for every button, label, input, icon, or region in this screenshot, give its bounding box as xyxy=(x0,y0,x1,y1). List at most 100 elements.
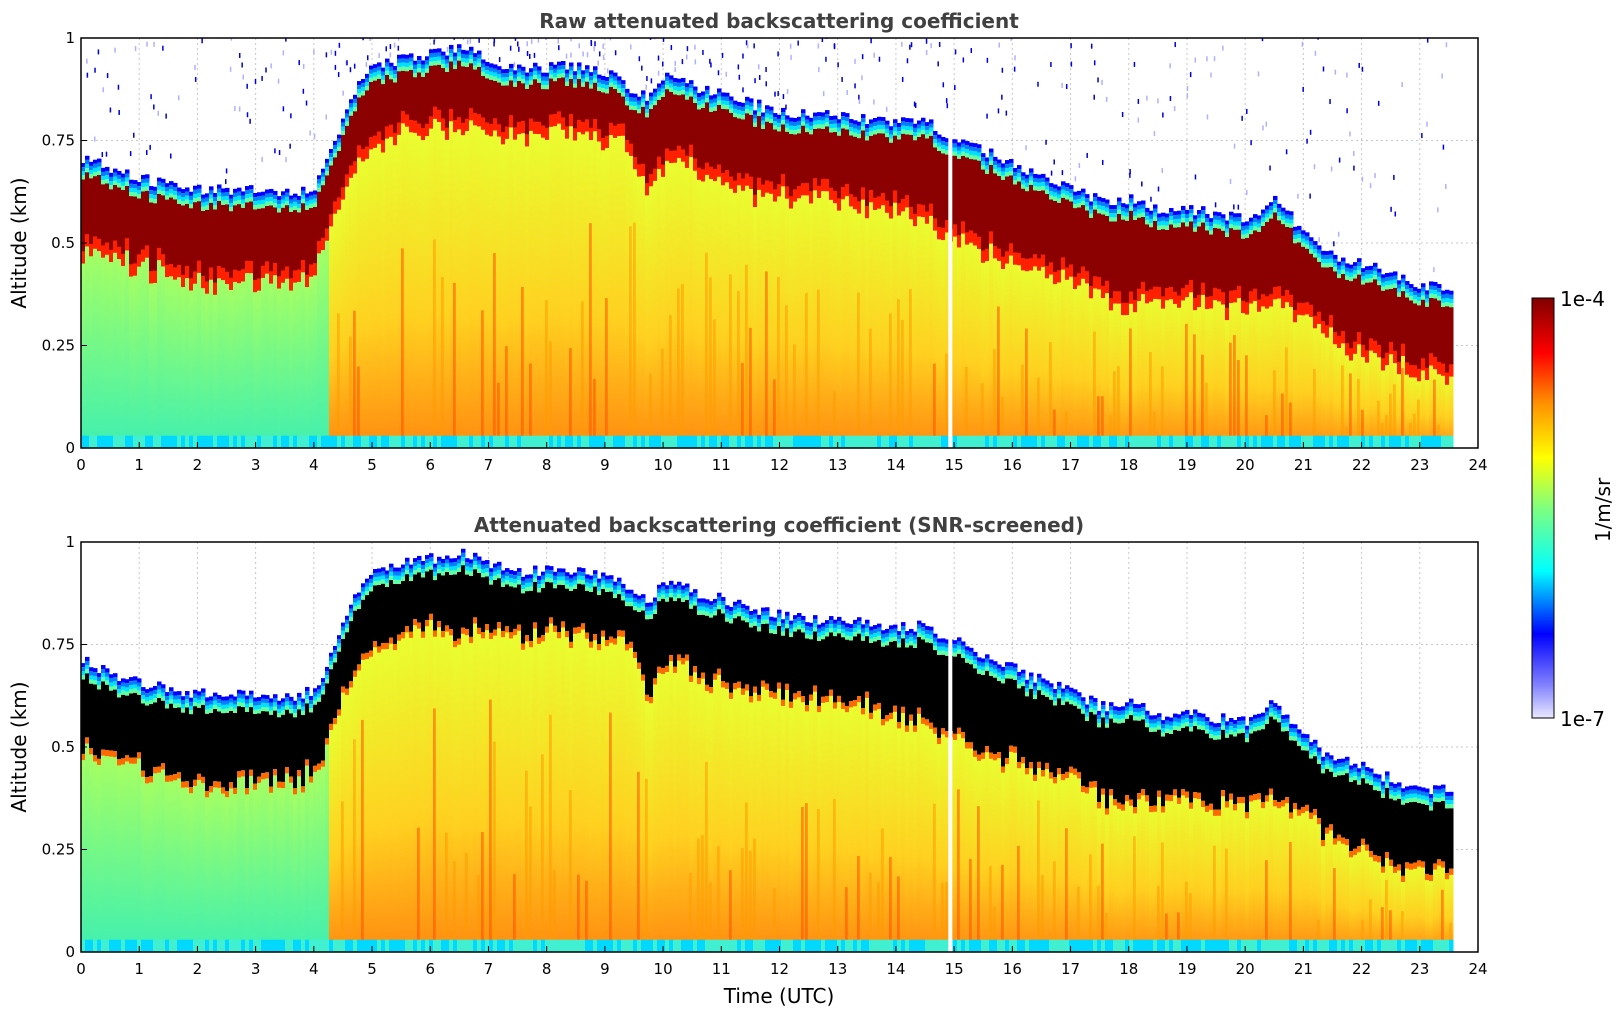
signal-streak xyxy=(705,252,708,436)
cloud-layer xyxy=(245,712,250,789)
cloud-edge xyxy=(381,140,386,153)
cloud-top-edge xyxy=(541,76,546,81)
cloud-layer xyxy=(1121,219,1126,307)
near-ground-signal xyxy=(497,939,502,952)
cloud-top-edge xyxy=(813,120,818,125)
cloud-top-edge xyxy=(909,126,914,131)
noise-speck xyxy=(962,57,965,63)
data-column xyxy=(337,635,342,952)
cloud-top-edge xyxy=(93,159,98,164)
cloud-layer xyxy=(653,105,658,173)
sub-cloud-signal xyxy=(209,786,214,952)
cloud-top-edge xyxy=(169,691,174,696)
cloud-top-edge xyxy=(1189,217,1194,222)
cloud-top-edge xyxy=(1409,288,1414,293)
cloud-top-edge xyxy=(1233,217,1238,222)
cloud-top-edge xyxy=(385,570,390,575)
cloud-top-edge xyxy=(345,623,350,629)
cloud-layer xyxy=(585,590,590,633)
cloud-layer xyxy=(289,211,294,283)
cloud-layer xyxy=(409,581,414,632)
cloud-top-edge xyxy=(325,158,330,163)
cloud-top-edge xyxy=(569,578,574,583)
sub-cloud-signal xyxy=(877,200,882,448)
cloud-top-edge xyxy=(809,125,814,131)
near-ground-signal xyxy=(1041,435,1046,448)
cloud-top-edge xyxy=(917,132,922,137)
cloud-layer xyxy=(453,574,458,641)
cloud-top-edge xyxy=(185,195,190,200)
data-column xyxy=(397,567,402,952)
cloud-top-edge xyxy=(717,88,722,93)
cloud-top-edge xyxy=(1445,289,1450,294)
noise-speck xyxy=(1353,150,1355,156)
near-ground-signal xyxy=(345,435,350,448)
data-column xyxy=(461,548,466,952)
data-column xyxy=(213,692,218,952)
data-column xyxy=(89,161,94,448)
cloud-top-edge xyxy=(509,72,514,77)
cloud-top-edge xyxy=(421,60,426,65)
cloud-top-edge xyxy=(845,117,850,122)
cloud-top-edge xyxy=(261,199,266,205)
cloud-top-edge xyxy=(877,120,882,125)
noise-speck xyxy=(1045,139,1047,145)
cloud-top-edge xyxy=(413,558,418,563)
noise-speck xyxy=(602,54,605,60)
cloud-top-edge xyxy=(1437,284,1442,289)
cloud-layer xyxy=(1241,238,1246,305)
cloud-top-edge xyxy=(481,564,486,569)
cloud-top-edge xyxy=(281,199,286,204)
data-column xyxy=(369,38,374,448)
cloud-top-edge xyxy=(477,50,482,55)
cloud-top-edge xyxy=(625,597,630,602)
cloud-top-edge xyxy=(881,125,886,130)
near-ground-signal xyxy=(137,939,142,952)
cloud-top-edge xyxy=(397,567,402,572)
sub-cloud-signal xyxy=(109,750,114,952)
cloud-layer xyxy=(577,78,582,124)
cloud-edge xyxy=(1133,299,1138,313)
cloud-top-edge xyxy=(1249,225,1254,230)
cloud-top-edge xyxy=(337,639,342,644)
cloud-edge xyxy=(969,230,974,243)
cloud-layer xyxy=(1169,224,1174,292)
cloud-top-edge xyxy=(409,576,414,582)
sub-cloud-signal xyxy=(129,268,134,448)
data-column xyxy=(585,574,590,952)
signal-streak xyxy=(1401,368,1404,436)
cloud-top-edge xyxy=(1089,209,1094,214)
cloud-top-edge xyxy=(929,131,934,136)
cloud-edge xyxy=(581,623,586,630)
cloud-top-edge xyxy=(1381,274,1386,279)
noise-speck xyxy=(746,43,749,49)
near-ground-signal xyxy=(1353,435,1358,448)
noise-speck xyxy=(129,151,132,157)
cloud-layer xyxy=(1293,243,1298,315)
cloud-layer xyxy=(245,202,250,265)
cloud-top-edge xyxy=(573,584,578,589)
noise-speck xyxy=(597,60,599,66)
sub-cloud-signal xyxy=(85,238,90,448)
cloud-top-edge xyxy=(1121,203,1126,208)
cloud-top-edge xyxy=(665,76,670,81)
sub-cloud-signal xyxy=(385,130,390,448)
cloud-top-edge xyxy=(681,90,686,95)
noise-speck xyxy=(165,113,167,119)
cloud-top-edge xyxy=(725,105,730,110)
sub-cloud-signal xyxy=(133,757,138,952)
sub-cloud-signal xyxy=(609,126,614,448)
cloud-top-edge xyxy=(1197,222,1202,227)
cloud-layer xyxy=(321,185,326,242)
data-column xyxy=(1045,139,1050,448)
cloud-top-edge xyxy=(409,572,414,577)
cloud-top-edge xyxy=(181,700,186,705)
sub-cloud-signal xyxy=(941,231,946,448)
cloud-top-edge xyxy=(1441,298,1446,303)
cloud-top-edge xyxy=(1241,222,1246,227)
near-ground-signal xyxy=(809,435,814,448)
cloud-top-edge xyxy=(313,198,318,203)
near-ground-signal xyxy=(541,435,546,448)
cloud-layer xyxy=(481,577,486,633)
data-column xyxy=(405,54,410,448)
